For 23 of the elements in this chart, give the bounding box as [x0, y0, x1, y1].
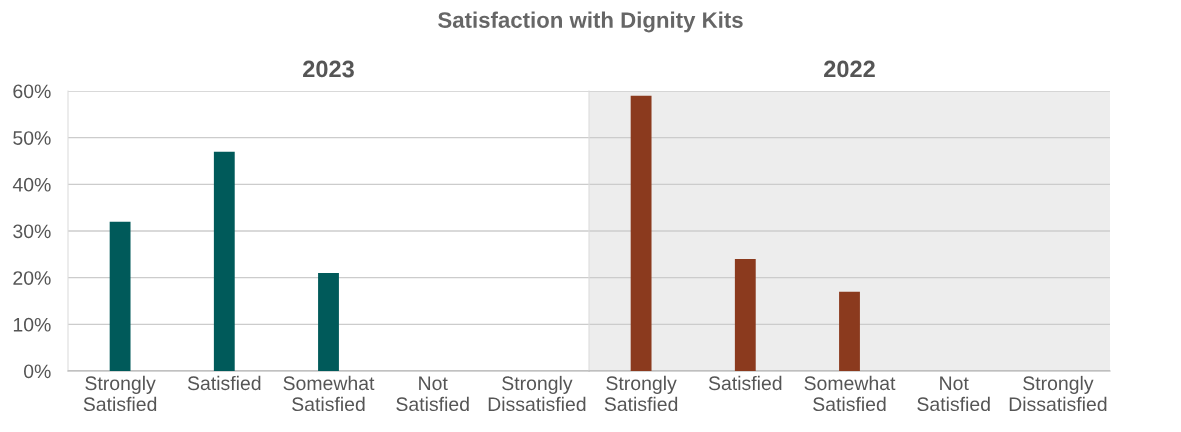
chart-subtitle: 2022 — [824, 60, 875, 78]
y-tick-label: 0% — [23, 364, 51, 379]
x-tick-label: Strongly Satisfied — [83, 375, 157, 412]
x-tick-label: Satisfied — [187, 375, 261, 391]
chart-title: Satisfaction with Dignity Kits — [438, 11, 743, 33]
y-tick-label: 10% — [13, 317, 51, 332]
x-tick-label: Somewhat Satisfied — [283, 375, 375, 412]
x-tick-label: Satisfied — [708, 375, 782, 391]
x-tick-label: Not Satisfied — [917, 376, 990, 412]
bar — [318, 273, 339, 371]
y-tick-label: 40% — [12, 177, 51, 192]
y-tick-label: 30% — [13, 224, 51, 239]
y-tick-label: 60% — [13, 84, 51, 99]
x-tick-label: Not Satisfied — [396, 376, 469, 412]
x-tick-label: Strongly Dissatisfied — [1009, 375, 1107, 412]
bar — [109, 221, 131, 371]
x-tick-label: Somewhat Satisfied — [804, 375, 896, 412]
x-tick-label: Strongly Dissatisfied — [488, 375, 586, 412]
chart-subtitle: 2023 — [303, 60, 354, 78]
bar — [213, 151, 235, 371]
y-tick-label: 20% — [13, 271, 51, 285]
y-tick-label: 50% — [13, 131, 51, 145]
x-tick-label: Strongly Satisfied — [604, 375, 678, 412]
